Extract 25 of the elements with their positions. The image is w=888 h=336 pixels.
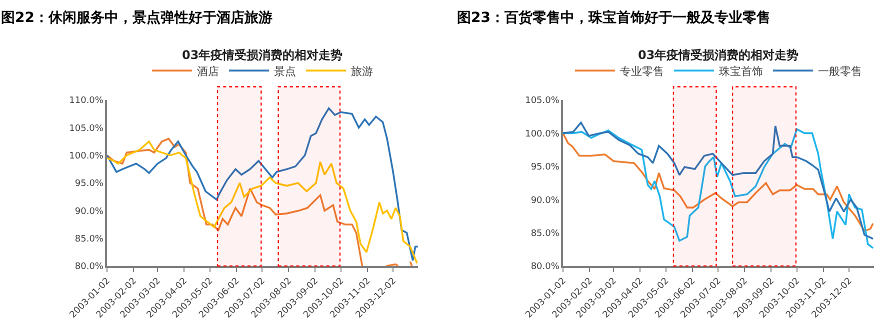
y-tick-label: 85.0% — [530, 228, 560, 239]
chart-title: 图23：百货零售中，珠宝首饰好于一般及专业零售 — [457, 9, 770, 26]
chart-title: 图22：休闲服务中，景点弹性好于酒店旅游 — [1, 9, 272, 26]
y-tick-label: 90.0% — [530, 196, 560, 206]
y-tick-label: 85.0% — [74, 234, 104, 244]
legend-label: 专业零售 — [620, 64, 664, 78]
legend-label: 景点 — [274, 64, 296, 78]
legend-label: 酒店 — [196, 64, 219, 78]
y-tick-label: 105.0% — [525, 96, 560, 106]
legend-label: 一般零售 — [818, 64, 862, 78]
legend-label: 珠宝首饰 — [718, 64, 763, 78]
y-tick-label: 100.0% — [525, 129, 560, 140]
chart-subtitle: 03年疫情受损消费的相对走势 — [182, 48, 343, 62]
legend-label: 旅游 — [350, 64, 373, 78]
y-tick-label: 80.0% — [74, 262, 104, 272]
y-tick-label: 80.0% — [530, 262, 560, 272]
y-tick-label: 105.0% — [69, 124, 104, 134]
line-series — [562, 132, 874, 232]
y-tick-label: 100.0% — [69, 151, 104, 162]
y-tick-label: 110.0% — [69, 96, 104, 106]
y-tick-label: 90.0% — [74, 206, 104, 217]
y-tick-label: 95.0% — [530, 162, 560, 173]
chart-subtitle: 03年疫情受损消费的相对走势 — [638, 48, 799, 62]
y-tick-label: 95.0% — [74, 179, 104, 190]
line-series — [107, 107, 418, 262]
